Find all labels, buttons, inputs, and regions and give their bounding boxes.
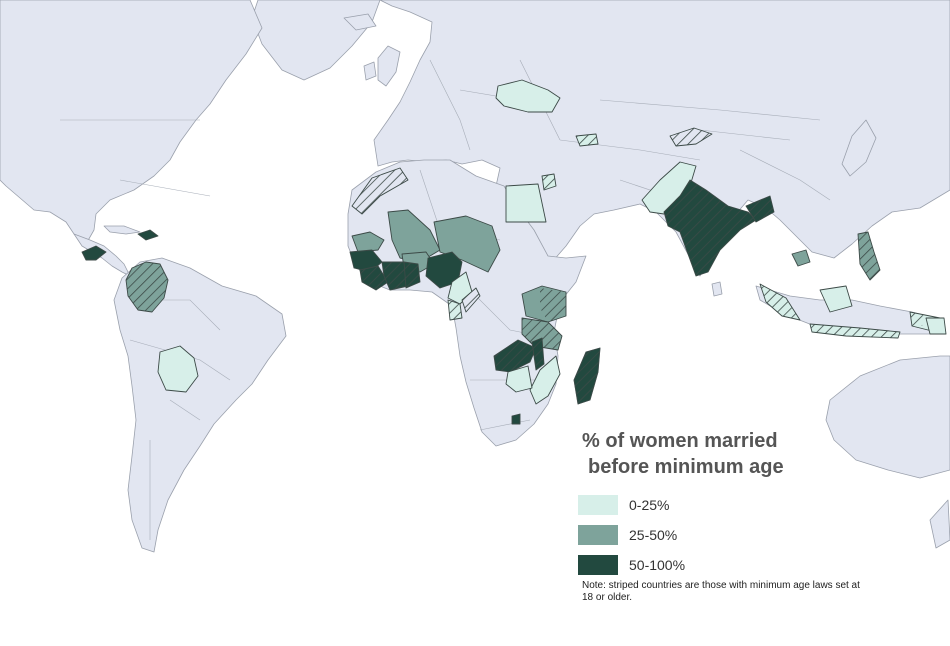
country-niger [433,215,501,273]
country-ukraine [495,79,561,113]
country-mozambique [529,355,561,405]
country-cambodia [791,249,811,267]
legend-swatch-0-25 [578,495,618,515]
country-cote-divoire [381,261,409,291]
australia [825,355,950,479]
country-malawi [531,337,545,371]
iceland [343,13,377,31]
legend-item-25-50: 25-50% [578,524,677,546]
country-western-sahara [351,167,409,215]
legend-title-line2: before minimum age [588,456,784,478]
legend-item-50-100: 50-100% [578,554,685,576]
country-indonesia [759,283,941,339]
country-bolivia [157,345,199,393]
legend-swatch-50-100 [578,555,618,575]
country-gabon [447,299,463,321]
north-america [0,0,263,245]
legend: % of women married before minimum age 0-… [576,428,876,603]
country-senegal [351,231,385,253]
country-georgia [575,133,599,147]
country-timor-leste [925,317,947,335]
sri-lanka [711,281,723,297]
country-india [663,179,757,277]
new-zealand [929,499,950,549]
country-zambia [493,339,537,373]
legend-swatch-25-50 [578,525,618,545]
country-mali [387,209,441,263]
country-bangladesh-nepal [745,195,775,223]
south-america [113,257,287,553]
country-kazakhstan-south [669,127,713,147]
country-philippines [857,231,881,281]
legend-label-25-50: 25-50% [629,527,678,543]
country-congo-strip [461,287,481,313]
japan [841,119,877,177]
country-colombia [125,261,169,313]
country-jordan [541,173,557,191]
highlighted-countries [81,79,947,425]
country-dominican-republic [137,229,159,241]
country-egypt [505,183,547,223]
country-sierra-leone-liberia [359,265,389,291]
legend-note: Note: striped countries are those with m… [582,580,860,603]
country-honduras [81,245,107,261]
country-uganda-kenya [521,285,567,323]
legend-label-50-100: 50-100% [629,557,686,573]
legend-label-0-25: 0-25% [629,497,670,513]
cuba [103,225,141,235]
country-ghana [403,261,421,289]
country-madagascar [573,347,601,405]
bottom-strip [0,630,950,646]
legend-item-0-25: 0-25% [578,494,669,516]
country-zimbabwe [505,365,533,393]
legend-title-line1: % of women married [582,430,778,452]
country-swaziland [511,413,521,425]
ireland [363,61,377,81]
world-map [0,0,950,553]
uk [377,45,401,87]
